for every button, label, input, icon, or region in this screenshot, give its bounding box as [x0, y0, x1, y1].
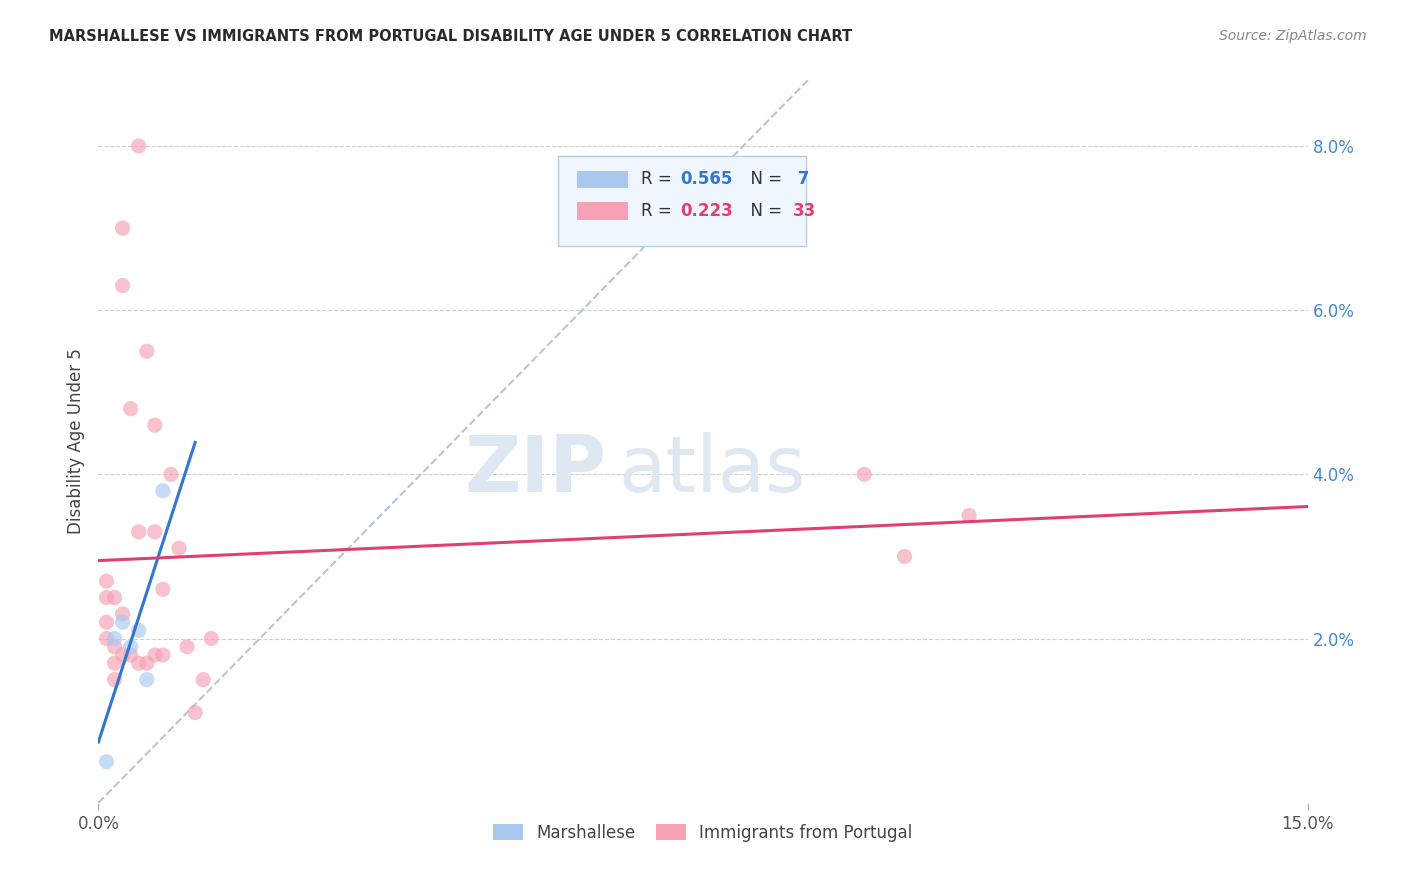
Text: 0.565: 0.565	[681, 170, 733, 188]
Text: 33: 33	[793, 202, 815, 220]
Point	[135, 657, 157, 671]
Point	[128, 657, 150, 671]
Text: 0.223: 0.223	[681, 202, 733, 220]
Text: atlas: atlas	[619, 433, 806, 508]
Point	[96, 632, 118, 646]
Text: N =: N =	[741, 202, 787, 220]
Text: N =: N =	[741, 170, 787, 188]
FancyBboxPatch shape	[558, 156, 806, 246]
Point	[111, 607, 134, 621]
Point	[103, 632, 125, 646]
Point	[103, 673, 125, 687]
Point	[111, 278, 134, 293]
Text: ZIP: ZIP	[464, 433, 606, 508]
Text: MARSHALLESE VS IMMIGRANTS FROM PORTUGAL DISABILITY AGE UNDER 5 CORRELATION CHART: MARSHALLESE VS IMMIGRANTS FROM PORTUGAL …	[49, 29, 852, 44]
Point	[152, 582, 174, 597]
Point	[143, 648, 166, 662]
Point	[143, 524, 166, 539]
Text: R =: R =	[641, 170, 678, 188]
FancyBboxPatch shape	[578, 202, 628, 219]
Point	[135, 344, 157, 359]
Point	[176, 640, 198, 654]
Point	[96, 591, 118, 605]
Point	[152, 648, 174, 662]
Point	[111, 615, 134, 630]
Legend: Marshallese, Immigrants from Portugal: Marshallese, Immigrants from Portugal	[486, 817, 920, 848]
Point	[128, 624, 150, 638]
Point	[135, 673, 157, 687]
Point	[111, 648, 134, 662]
Text: 7: 7	[793, 170, 810, 188]
FancyBboxPatch shape	[578, 170, 628, 188]
Point	[128, 139, 150, 153]
Point	[103, 591, 125, 605]
Text: Source: ZipAtlas.com: Source: ZipAtlas.com	[1219, 29, 1367, 43]
Point	[128, 524, 150, 539]
Point	[120, 401, 142, 416]
Point	[96, 574, 118, 588]
Point	[120, 640, 142, 654]
Point	[143, 418, 166, 433]
Point	[853, 467, 876, 482]
Point	[96, 615, 118, 630]
Point	[184, 706, 207, 720]
Point	[152, 483, 174, 498]
Point	[96, 755, 118, 769]
Point	[167, 541, 190, 556]
Point	[103, 657, 125, 671]
Point	[103, 640, 125, 654]
Text: R =: R =	[641, 202, 678, 220]
Point	[957, 508, 980, 523]
Y-axis label: Disability Age Under 5: Disability Age Under 5	[66, 349, 84, 534]
Point	[160, 467, 183, 482]
Point	[200, 632, 222, 646]
Point	[120, 648, 142, 662]
Point	[111, 221, 134, 235]
Point	[893, 549, 915, 564]
Point	[193, 673, 215, 687]
